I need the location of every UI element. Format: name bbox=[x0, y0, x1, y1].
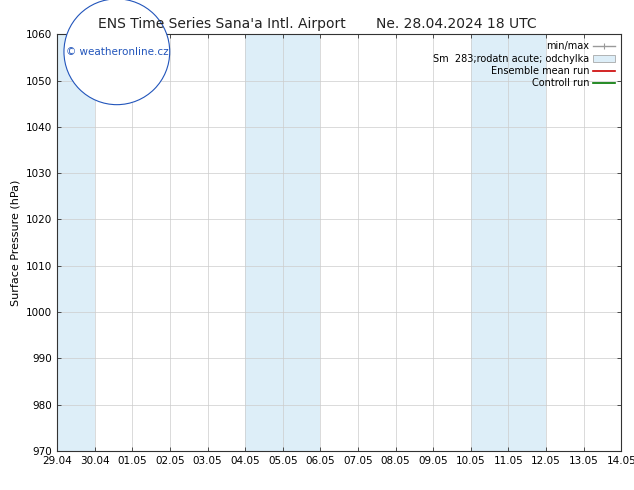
Bar bbox=[245, 34, 320, 451]
Y-axis label: Surface Pressure (hPa): Surface Pressure (hPa) bbox=[10, 179, 20, 306]
Text: © weatheronline.cz: © weatheronline.cz bbox=[65, 47, 168, 57]
Bar bbox=[471, 34, 546, 451]
Legend: min/max, Sm  283;rodatn acute; odchylka, Ensemble mean run, Controll run: min/max, Sm 283;rodatn acute; odchylka, … bbox=[431, 39, 616, 90]
Text: Ne. 28.04.2024 18 UTC: Ne. 28.04.2024 18 UTC bbox=[376, 17, 537, 31]
Text: ENS Time Series Sana'a Intl. Airport: ENS Time Series Sana'a Intl. Airport bbox=[98, 17, 346, 31]
Bar bbox=[57, 34, 94, 451]
